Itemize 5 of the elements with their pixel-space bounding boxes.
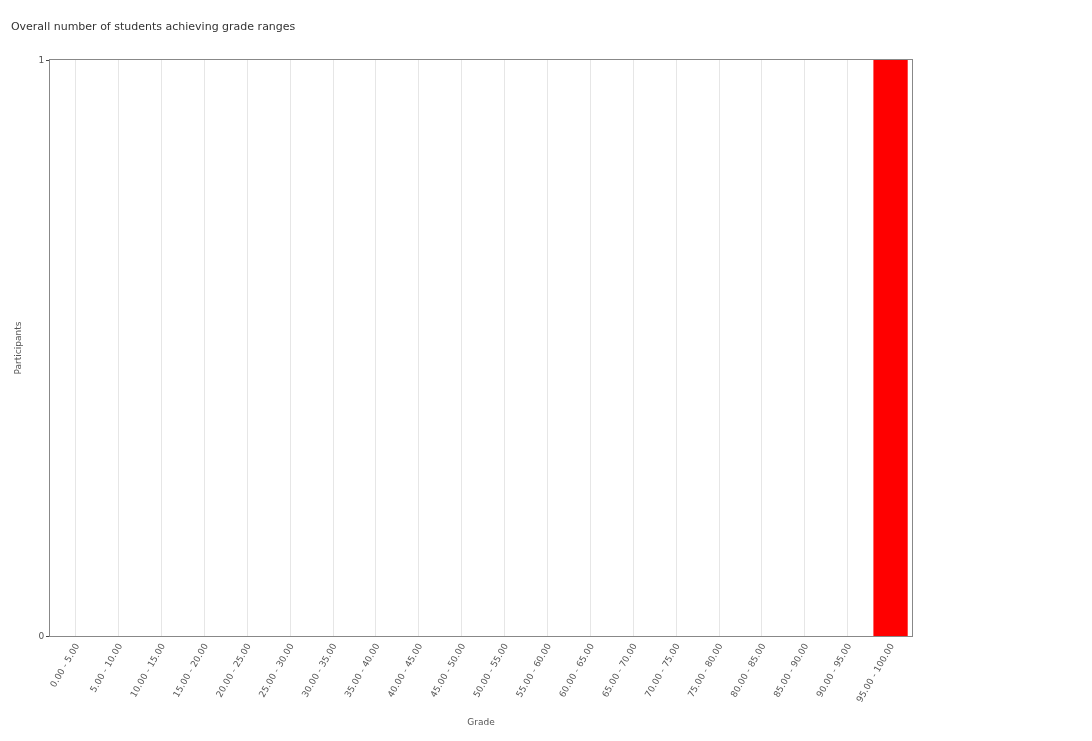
y-axis-title: Participants bbox=[12, 321, 23, 375]
y-tick-label: 0 bbox=[38, 631, 45, 642]
x-axis-title: Grade bbox=[467, 716, 496, 727]
y-tick-label: 1 bbox=[38, 55, 45, 66]
chart-title: Overall number of students achieving grade ranges bbox=[10, 19, 296, 33]
